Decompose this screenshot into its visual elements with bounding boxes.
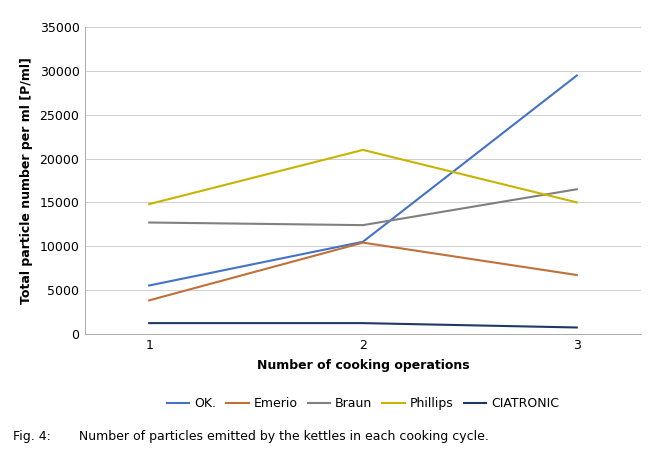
Legend: OK., Emerio, Braun, Phillips, CIATRONIC: OK., Emerio, Braun, Phillips, CIATRONIC	[162, 392, 564, 415]
Y-axis label: Total particle number per ml [P/ml]: Total particle number per ml [P/ml]	[20, 57, 33, 304]
X-axis label: Number of cooking operations: Number of cooking operations	[256, 359, 470, 372]
Text: Fig. 4:       Number of particles emitted by the kettles in each cooking cycle.: Fig. 4: Number of particles emitted by t…	[13, 430, 489, 443]
